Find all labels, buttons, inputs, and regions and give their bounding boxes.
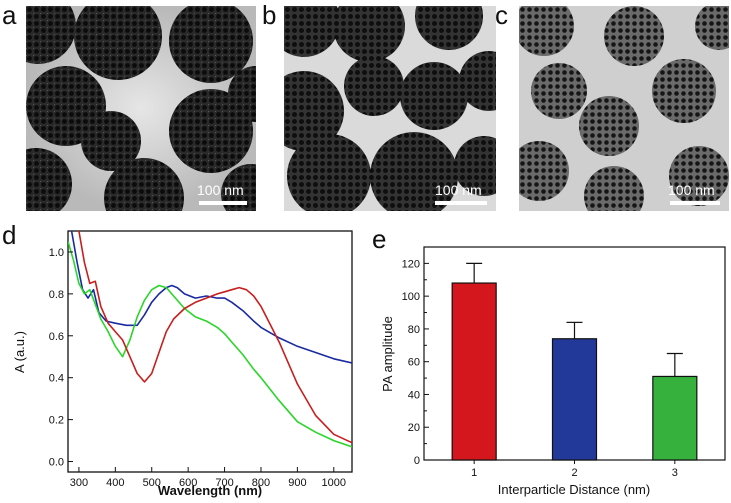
tem-image-a xyxy=(26,6,256,211)
scale-label-b: 100 nm xyxy=(435,182,482,198)
chart-d-xtick-label: 800 xyxy=(252,477,270,489)
chart-e-ylabel: PA amplitude xyxy=(380,316,395,392)
tem-image-a-picture xyxy=(26,6,256,211)
tem-image-b-picture xyxy=(284,6,496,211)
chart-d-xtick-label: 1000 xyxy=(322,477,346,489)
panel-label-a: a xyxy=(2,0,17,30)
tem-image-c-picture xyxy=(519,6,729,211)
chart-d-xlabel: Wavelength (nm) xyxy=(158,483,262,498)
panel-label-e: e xyxy=(372,224,387,254)
chart-e-xtick-label: 2 xyxy=(571,467,577,479)
chart-d-ytick-label: 0.2 xyxy=(49,415,64,427)
tem-image-c xyxy=(519,6,729,211)
chart-d-xtick-label: 400 xyxy=(106,477,124,489)
chart-d-ytick-label: 0.6 xyxy=(49,331,64,343)
bar-2 xyxy=(551,338,598,461)
chart-e-xtick-label: 3 xyxy=(672,467,678,479)
scale-bar-a xyxy=(199,201,247,205)
scale-label-a: 100 nm xyxy=(197,182,244,198)
chart-e-xtick-label: 1 xyxy=(471,467,477,479)
chart-e-ytick-label: 0 xyxy=(414,455,420,467)
chart-d-ytick-label: 0.8 xyxy=(49,289,64,301)
panel-label-d: d xyxy=(2,220,17,250)
chart-d-xtick-label: 900 xyxy=(288,477,306,489)
chart-d-xtick-label: 500 xyxy=(143,477,161,489)
chart-d-frame xyxy=(67,230,353,473)
bar-1 xyxy=(451,282,497,461)
chart-d-xtick-label: 300 xyxy=(70,477,88,489)
chart-e-ytick-label: 120 xyxy=(402,258,420,270)
chart-e-frame xyxy=(423,246,726,461)
scale-label-c: 100 nm xyxy=(668,182,715,198)
bar-3 xyxy=(652,375,698,461)
chart-d-ytick-label: 0.0 xyxy=(49,457,64,469)
chart-d-xtick-label: 600 xyxy=(179,477,197,489)
panel-label-b: b xyxy=(262,0,277,30)
chart-d-ytick-label: 0.4 xyxy=(49,373,64,385)
spectrum-line-3 xyxy=(78,231,352,444)
tem-image-b xyxy=(284,6,496,211)
chart-e-ytick-label: 60 xyxy=(408,357,420,369)
chart-e-ytick-label: 40 xyxy=(408,389,420,401)
chart-e-ytick-label: 80 xyxy=(408,324,420,336)
chart-e-xlabel: Interparticle Distance (nm) xyxy=(498,482,650,497)
spectrum-line-1 xyxy=(70,231,352,364)
chart-e-ytick-label: 20 xyxy=(408,422,420,434)
chart-d-ylabel: A (a.u.) xyxy=(12,331,27,373)
spectrum-line-2 xyxy=(68,241,352,448)
chart-e-ytick-label: 100 xyxy=(402,291,420,303)
scale-bar-b xyxy=(435,201,487,205)
chart-d-ytick-label: 1.0 xyxy=(49,247,64,259)
panel-label-c: c xyxy=(495,0,508,30)
chart-d-xtick-label: 700 xyxy=(215,477,233,489)
scale-bar-c xyxy=(670,201,720,205)
